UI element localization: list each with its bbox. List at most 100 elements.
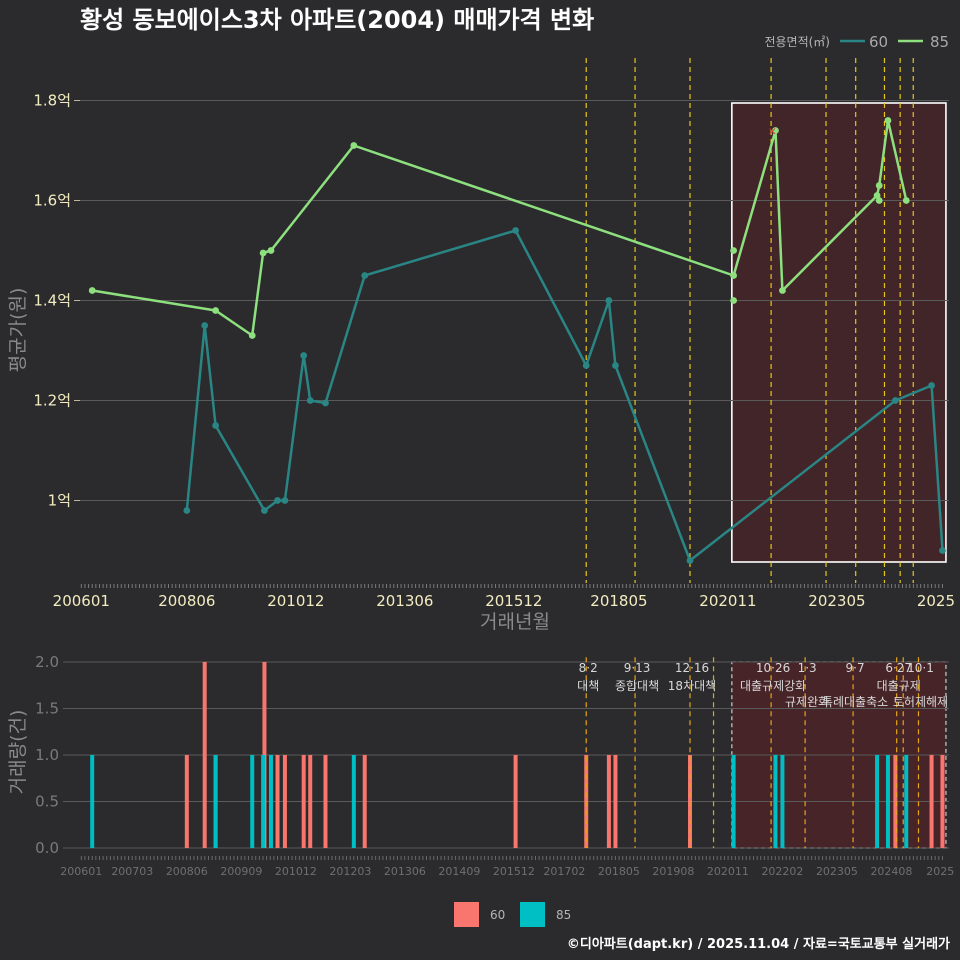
data-point-60 (512, 227, 519, 234)
volume-bar-85 (213, 754, 218, 848)
y-tick-label: 1.8억 (33, 92, 71, 110)
x-tick-label: 200601 (60, 865, 102, 878)
data-point-60 (281, 497, 289, 504)
x-tick-label: 201908 (652, 865, 694, 878)
volume-bar-85 (90, 754, 95, 848)
volume-bar-85 (780, 754, 785, 848)
volume-bar-60 (606, 754, 611, 848)
data-point-85 (779, 287, 786, 294)
x-tick-label: 201512 (485, 592, 542, 610)
data-point-85 (350, 142, 358, 149)
volume-bar-60 (613, 754, 618, 848)
data-point-85 (248, 332, 256, 339)
data-point-60 (605, 297, 613, 304)
data-point-85 (730, 272, 738, 279)
bottom-legend-swatch-85 (520, 902, 545, 927)
credit-text: ©디아파트(dapt.kr) / 2025.11.04 / 자료=국토교통부 실… (567, 936, 950, 952)
data-point-60 (361, 272, 369, 279)
data-point-85 (884, 117, 892, 124)
volume-bar-60 (929, 754, 934, 848)
bottom-legend: 60 85 (454, 902, 571, 927)
x-tick-label: 200806 (166, 865, 208, 878)
volume-bar-85 (351, 754, 356, 848)
volume-bar-85 (904, 754, 909, 848)
event-name-label: 토허제해제 (893, 695, 948, 709)
y-tick-label: 0.0 (35, 839, 59, 857)
x-tick-label: 201702 (543, 865, 585, 878)
x-tick-label: 202408 (870, 865, 912, 878)
x-tick-label: 201512 (493, 865, 535, 878)
x-tick-label: 201306 (376, 592, 433, 610)
data-point-60 (201, 322, 209, 329)
data-point-85 (730, 247, 738, 254)
x-tick-label: 202305 (808, 592, 865, 610)
y-tick-label: 1.6억 (33, 192, 71, 210)
event-date-label: 6·27 (885, 661, 912, 675)
event-name-label: 18차대책 (668, 678, 716, 693)
x-tick-label: 201012 (275, 865, 317, 878)
event-name-label: 종합대책 (615, 678, 659, 693)
volume-bar-85 (773, 754, 778, 848)
y-tick-label: 1억 (48, 492, 71, 510)
peak-marker: × (768, 125, 777, 138)
y-tick-label: 0.5 (35, 792, 59, 810)
data-point-85 (902, 197, 910, 204)
event-date-label: 9·13 (624, 661, 651, 675)
data-point-85 (875, 197, 883, 204)
data-point-85 (772, 127, 779, 134)
volume-bar-85 (268, 754, 273, 848)
data-point-60 (300, 352, 308, 359)
data-point-60 (891, 397, 899, 404)
data-point-60 (582, 362, 590, 369)
volume-bar-85 (875, 754, 880, 848)
data-point-60 (928, 382, 935, 389)
event-name-label: 규제완화 (785, 695, 829, 709)
y-tick-label: 1.2억 (33, 392, 71, 410)
x-tick-label: 202202 (761, 865, 803, 878)
volume-bar-60 (893, 754, 898, 848)
volume-bar-60 (282, 754, 287, 848)
top-x-axis-title: 거래년월 (480, 611, 550, 633)
x-tick-label: 202011 (699, 592, 756, 610)
highlight-box (731, 102, 947, 563)
x-tick-label: 202011 (707, 865, 749, 878)
event-date-label: 10·26 (756, 661, 790, 675)
x-tick-label: 201805 (598, 865, 640, 878)
data-point-85 (212, 307, 220, 314)
volume-bar-85 (261, 754, 266, 848)
data-point-85 (88, 287, 96, 294)
y-tick-label: 1.0 (35, 746, 59, 764)
event-date-label: 10·1 (907, 661, 934, 675)
top-legend-label-85: 85 (930, 33, 949, 51)
event-date-label: 1·3 (798, 661, 817, 675)
volume-bar-chart: 0.0 0.5 1.0 1.5 2.0 8·2 대책 9·13 종합대책 12·16 18차대책 10… (35, 653, 954, 878)
y-tick-label: 1.5 (35, 699, 59, 717)
event-name-label: 대책 (577, 678, 599, 693)
x-tick-label: 202305 (816, 865, 858, 878)
x-tick-label: 200909 (220, 865, 262, 878)
x-tick-label: 2025 (917, 592, 955, 610)
volume-bar-60 (184, 754, 189, 848)
bottom-legend-label-85: 85 (556, 908, 571, 922)
x-tick-label: 201012 (267, 592, 324, 610)
x-tick-label: 2025 (926, 865, 954, 878)
volume-bar-60 (275, 754, 280, 848)
volume-bar-60 (323, 754, 328, 848)
event-name-label: 대출규제 (877, 679, 921, 693)
event-name-label: 대출규제강화 (740, 679, 806, 693)
series-line-60 (185, 229, 944, 562)
volume-bar-85 (250, 754, 255, 848)
data-point-60 (212, 422, 220, 429)
top-legend-label-60: 60 (869, 33, 888, 51)
data-point-85 (730, 297, 738, 304)
y-tick-label: 2.0 (35, 653, 59, 671)
x-tick-label: 201306 (384, 865, 426, 878)
volume-bar-60 (362, 754, 367, 848)
data-point-60 (322, 399, 329, 407)
volume-bar-60 (308, 754, 313, 848)
data-point-85 (259, 249, 267, 257)
x-tick-label: 200601 (53, 592, 110, 610)
x-tick-label: 201805 (590, 592, 647, 610)
event-date-label: 8·2 (579, 661, 598, 675)
